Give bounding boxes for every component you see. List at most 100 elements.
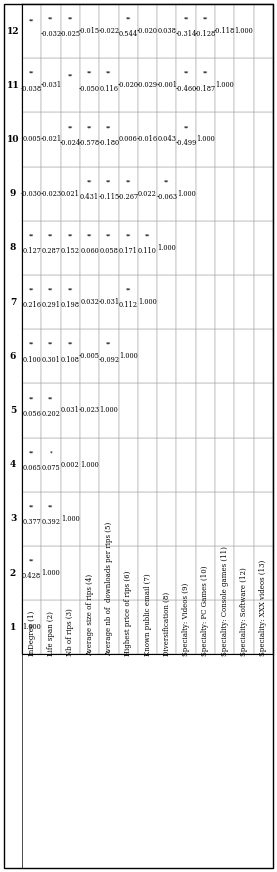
- Text: 0.171: 0.171: [119, 247, 138, 255]
- Text: -0.029: -0.029: [137, 81, 158, 89]
- Text: 1: 1: [10, 623, 16, 631]
- Text: 0.301: 0.301: [42, 356, 60, 364]
- Text: -0.032: -0.032: [40, 31, 61, 38]
- Bar: [99, 112, 119, 167]
- Bar: [80, 275, 99, 329]
- Bar: [254, 58, 273, 112]
- Bar: [22, 4, 41, 58]
- Bar: [138, 167, 157, 221]
- Bar: [176, 58, 196, 112]
- Bar: [61, 112, 80, 167]
- Bar: [80, 112, 99, 167]
- Text: 1.000: 1.000: [80, 460, 99, 468]
- Text: -0.128: -0.128: [195, 31, 216, 38]
- Bar: [99, 384, 119, 438]
- Bar: [22, 438, 41, 492]
- Text: **: **: [29, 71, 34, 76]
- Text: -0.118: -0.118: [214, 27, 235, 35]
- Bar: [99, 167, 119, 221]
- Text: -0.115: -0.115: [98, 193, 119, 201]
- Bar: [234, 438, 254, 492]
- Bar: [176, 112, 196, 167]
- Bar: [254, 384, 273, 438]
- Bar: [234, 112, 254, 167]
- Bar: [138, 221, 157, 275]
- Text: **: **: [48, 288, 53, 293]
- Text: **: **: [145, 234, 150, 238]
- Text: -0.031: -0.031: [98, 298, 119, 306]
- Bar: [234, 275, 254, 329]
- Bar: [157, 275, 176, 329]
- Text: -0.063: -0.063: [156, 193, 177, 201]
- Bar: [22, 58, 41, 112]
- Bar: [61, 600, 80, 654]
- Bar: [99, 58, 119, 112]
- Text: **: **: [68, 17, 73, 22]
- Bar: [80, 4, 99, 58]
- Bar: [119, 275, 138, 329]
- Bar: [196, 275, 215, 329]
- Text: Speciality: XXX videos (13): Speciality: XXX videos (13): [259, 560, 267, 657]
- Text: 0.021: 0.021: [61, 190, 80, 198]
- Text: 0.056: 0.056: [22, 410, 41, 418]
- Bar: [119, 167, 138, 221]
- Text: 0.005: 0.005: [22, 135, 41, 144]
- Text: **: **: [68, 125, 73, 130]
- Bar: [99, 4, 119, 58]
- Bar: [61, 438, 80, 492]
- Bar: [254, 438, 273, 492]
- Bar: [119, 438, 138, 492]
- Bar: [61, 221, 80, 275]
- Bar: [254, 112, 273, 167]
- Bar: [254, 221, 273, 275]
- Text: 0.065: 0.065: [22, 464, 41, 472]
- Bar: [176, 221, 196, 275]
- Bar: [138, 384, 157, 438]
- Text: 0.108: 0.108: [61, 356, 80, 364]
- Bar: [138, 112, 157, 167]
- Text: Speciality: Console games (11): Speciality: Console games (11): [221, 547, 229, 657]
- Bar: [119, 384, 138, 438]
- Text: 1.000: 1.000: [61, 514, 80, 523]
- Text: 0.544: 0.544: [119, 31, 138, 38]
- Text: *: *: [50, 450, 52, 455]
- Bar: [138, 329, 157, 384]
- Text: Specialty: Videos (9): Specialty: Videos (9): [182, 583, 190, 657]
- Bar: [215, 167, 234, 221]
- Text: Specialty: PC Games (10): Specialty: PC Games (10): [201, 566, 209, 657]
- Bar: [157, 58, 176, 112]
- Bar: [119, 492, 138, 546]
- Text: **: **: [68, 73, 73, 78]
- Bar: [80, 221, 99, 275]
- Text: **: **: [29, 342, 34, 347]
- Bar: [234, 329, 254, 384]
- Text: 0.038: 0.038: [157, 27, 176, 35]
- Text: -0.460: -0.460: [176, 85, 197, 92]
- Text: 0.110: 0.110: [138, 247, 157, 255]
- Text: 0.058: 0.058: [99, 247, 118, 255]
- Bar: [61, 4, 80, 58]
- Bar: [41, 4, 61, 58]
- Text: 0.043: 0.043: [157, 135, 176, 144]
- Text: -0.023: -0.023: [79, 406, 100, 414]
- Bar: [99, 275, 119, 329]
- Bar: [80, 167, 99, 221]
- Text: -0.001: -0.001: [156, 81, 177, 89]
- Text: **: **: [68, 234, 73, 238]
- Bar: [41, 58, 61, 112]
- Bar: [61, 167, 80, 221]
- Bar: [138, 275, 157, 329]
- Bar: [196, 167, 215, 221]
- Bar: [176, 4, 196, 58]
- Bar: [234, 4, 254, 58]
- Bar: [41, 600, 61, 654]
- Text: **: **: [29, 504, 34, 509]
- Bar: [138, 492, 157, 546]
- Bar: [80, 329, 99, 384]
- Bar: [138, 600, 157, 654]
- Bar: [215, 275, 234, 329]
- Bar: [80, 600, 99, 654]
- Bar: [138, 546, 157, 600]
- Bar: [80, 492, 99, 546]
- Text: **: **: [68, 288, 73, 293]
